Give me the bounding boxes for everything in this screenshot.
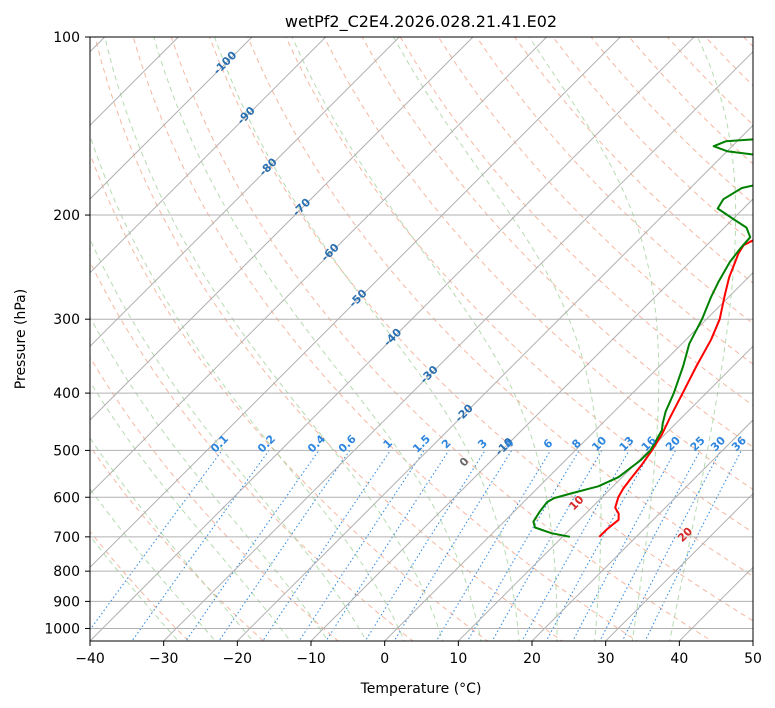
moist-adiabat-line [669,37,737,641]
dry-adiabat-line [90,260,414,641]
isotherm-line [90,37,622,569]
isotherm-line [90,37,253,200]
x-tick-label: −10 [296,651,326,667]
y-axis: 100 200 300 400 500 600 700 800 900 1000 [44,30,90,637]
x-tick-label: −20 [223,651,253,667]
dry-adiabat-line [90,152,489,641]
data-series [532,138,753,538]
isotherm-line [90,37,695,641]
x-tick-label: 0 [380,651,389,667]
dry-adiabat-line [94,37,564,641]
dry-adiabat-line [399,37,753,407]
y-tick-label: 400 [53,386,80,402]
dry-adiabat-line [132,37,638,641]
x-tick-label: −30 [149,651,179,667]
isotherm-line [90,37,180,127]
x-axis: −40 −30 −20 −10 0 10 20 30 40 50 [75,641,762,667]
isotherm-line [531,419,753,641]
dry-adiabat-line [437,37,753,365]
y-tick-label: 200 [53,208,80,224]
y-tick-label: 500 [53,443,80,459]
chart-title: wetPf2_C2E4.2026.028.21.41.E02 [285,12,557,32]
temperature-line [598,239,753,538]
y-tick-label: 100 [53,30,80,46]
isotherm-line [90,37,474,421]
moist-adiabat-line [90,535,179,641]
x-tick-label: −40 [75,651,105,667]
isotherm-line [457,345,753,641]
moist-adiabat-line [214,37,520,641]
plot-frame [89,36,754,642]
dry-adiabat-line [90,356,339,641]
x-tick-label: 20 [523,651,541,667]
x-axis-label: Temperature (°C) [360,681,482,697]
isotherm-line [90,37,548,495]
grid [90,37,753,641]
isotherm-line [383,271,753,641]
y-tick-label: 300 [53,312,80,328]
dewpoint-line [532,138,753,538]
y-tick-label: 700 [53,530,80,546]
isotherm-line [162,50,753,641]
x-tick-label: 30 [597,651,615,667]
dry-adiabat-line [323,37,753,491]
isotherm-line [236,124,753,641]
x-tick-label: 10 [449,651,467,667]
x-tick-label: 50 [744,651,762,667]
isotherm-line [310,198,753,641]
isotherm-line [90,37,401,348]
x-tick-label: 40 [670,651,688,667]
y-axis-label: Pressure (hPa) [13,289,29,389]
y-tick-label: 600 [53,490,80,506]
y-tick-label: 1000 [44,621,80,637]
isotherm-line [604,492,753,641]
y-tick-label: 900 [53,594,80,610]
y-tick-label: 800 [53,564,80,580]
isotherm-line [90,37,327,274]
